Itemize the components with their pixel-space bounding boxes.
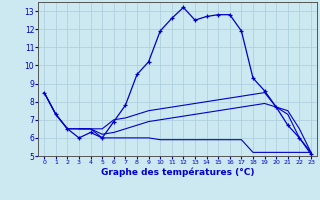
X-axis label: Graphe des températures (°C): Graphe des températures (°C) [101,168,254,177]
